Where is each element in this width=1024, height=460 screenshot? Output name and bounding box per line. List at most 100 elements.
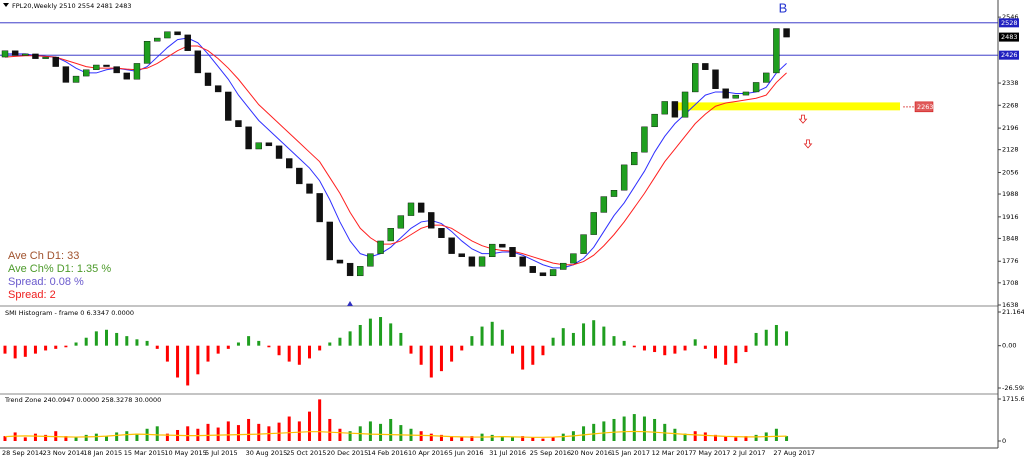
candle	[336, 259, 344, 264]
x-tick-label: 31 Jul 2016	[489, 449, 526, 457]
histogram-bar	[23, 345, 27, 357]
chart-title: FPL20,Weekly 2510 2554 2481 2483	[12, 2, 132, 10]
histogram-bar	[714, 434, 717, 441]
x-tick-label: 14 Feb 2016	[367, 449, 407, 457]
candle	[11, 50, 19, 56]
histogram-bar	[368, 421, 372, 441]
signal-arrow	[803, 139, 813, 149]
level-label: 2426	[1001, 51, 1018, 59]
histogram-bar	[602, 326, 606, 346]
histogram-bar	[64, 436, 68, 441]
candle	[82, 69, 90, 77]
candle	[225, 91, 232, 121]
histogram-bar	[632, 414, 636, 441]
y-tick-label: 21.1645	[1002, 308, 1024, 316]
histogram-bar	[500, 329, 504, 346]
histogram-bar	[541, 345, 545, 356]
histogram-bar	[226, 421, 230, 441]
histogram-bar	[450, 345, 454, 362]
x-tick-label: 12 Mar 2017	[652, 449, 693, 457]
histogram-bar	[714, 345, 717, 359]
candle	[631, 151, 638, 166]
y-tick-label: 2196	[1002, 124, 1019, 132]
candle	[681, 91, 689, 118]
candle	[32, 53, 39, 59]
histogram-bar	[74, 437, 78, 441]
y-tick-label: 2128	[1002, 146, 1019, 154]
histogram-bar	[267, 345, 271, 348]
histogram-bar	[287, 345, 291, 362]
histogram-bar	[764, 329, 768, 346]
histogram-bar	[196, 345, 200, 375]
candle	[519, 256, 526, 267]
y-tick-label: -26.5988	[1002, 384, 1024, 392]
histogram-bar	[23, 437, 27, 441]
x-tick-label: 20 Dec 2015	[327, 449, 369, 457]
candle	[468, 256, 476, 267]
histogram-bar	[216, 345, 220, 354]
histogram-bar	[318, 399, 322, 441]
histogram-bar	[774, 428, 778, 441]
histogram-bar	[785, 436, 789, 441]
histogram-bar	[622, 340, 626, 346]
histogram-bar	[551, 437, 555, 441]
panel-title: Trend Zone 240.0947 0.0000 258.3278 30.0…	[4, 396, 161, 404]
histogram-bar	[94, 331, 98, 346]
histogram-bar	[480, 326, 484, 346]
histogram-bar	[379, 317, 383, 346]
annotation: B	[779, 0, 788, 15]
candle	[489, 243, 496, 258]
candle	[560, 262, 567, 270]
candle	[651, 113, 658, 128]
candle	[214, 85, 222, 93]
candle	[438, 228, 445, 238]
x-tick-label: 15 Mar 2015	[124, 449, 165, 457]
histogram-bar	[33, 433, 37, 441]
histogram-bar	[257, 340, 261, 346]
candle	[590, 212, 597, 235]
candle	[499, 243, 506, 248]
x-tick-label: 28 Sep 2014	[2, 449, 43, 457]
histogram-bar	[105, 329, 108, 346]
candle	[133, 63, 141, 80]
candle	[1, 50, 9, 58]
candle	[52, 56, 59, 67]
histogram-bar	[592, 423, 596, 441]
candle	[580, 234, 587, 254]
candle	[194, 50, 202, 74]
histogram-bar	[673, 428, 677, 441]
histogram-bar	[429, 345, 433, 378]
histogram-bar	[186, 426, 190, 441]
histogram-bar	[785, 331, 789, 346]
histogram-bar	[622, 416, 626, 441]
histogram-bar	[348, 331, 352, 346]
marker	[347, 301, 353, 306]
histogram-bar	[642, 345, 646, 351]
histogram-bar	[44, 434, 48, 441]
candle	[143, 41, 151, 64]
x-tick-label: 30 Aug 2015	[246, 449, 288, 457]
candle	[346, 262, 354, 277]
candle	[306, 183, 313, 194]
histogram-bar	[531, 345, 535, 365]
histogram-bar	[531, 437, 535, 441]
candle	[397, 215, 405, 229]
histogram-bar	[754, 332, 758, 346]
histogram-bar	[236, 342, 240, 346]
x-tick-label: 23 Nov 2014	[43, 449, 85, 457]
candle	[316, 193, 323, 223]
y-tick-label: 1916	[1002, 213, 1019, 221]
histogram-bar	[236, 425, 240, 441]
y-tick-label: 2338	[1002, 79, 1019, 87]
histogram-bar	[500, 436, 504, 441]
x-tick-label: 27 Aug 2017	[773, 449, 815, 457]
histogram-bar	[125, 431, 129, 441]
histogram-bar	[511, 437, 514, 441]
histogram-bar	[379, 423, 383, 441]
candle	[377, 240, 384, 254]
info-text: Ave Ch D1: 33	[8, 250, 79, 262]
histogram-bar	[734, 437, 738, 441]
histogram-bar	[176, 345, 180, 378]
level-label: 2528	[1001, 19, 1018, 27]
